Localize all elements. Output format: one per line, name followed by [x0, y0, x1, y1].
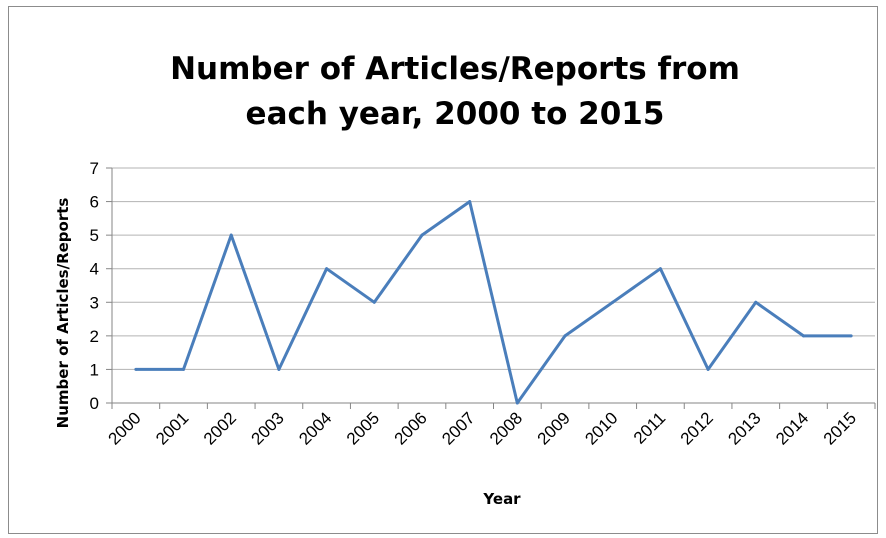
y-tick-labels: 0 1 2 3 4 5 6 7 [90, 159, 99, 413]
chart-title-line-2: each year, 2000 to 2015 [246, 96, 665, 132]
x-tick-label: 2006 [391, 408, 431, 448]
data-point [182, 367, 186, 371]
series-line-path [135, 200, 852, 405]
x-tick-label: 2010 [581, 408, 621, 448]
y-tick-label: 5 [90, 226, 99, 245]
x-axis-label: Year [482, 490, 521, 508]
x-tick-label: 2013 [724, 408, 764, 448]
data-point [706, 367, 710, 371]
x-tick-label: 2003 [248, 408, 288, 448]
x-tick-label: 2015 [820, 408, 860, 448]
data-point [372, 300, 376, 304]
data-point [849, 334, 853, 338]
x-tick-label: 2002 [200, 408, 240, 448]
x-tick-label: 2005 [343, 408, 383, 448]
y-axis-label: Number of Articles/Reports [54, 198, 72, 429]
data-point [754, 300, 758, 304]
data-point [563, 334, 567, 338]
x-tick-label: 2008 [486, 408, 526, 448]
y-tick-label: 7 [90, 159, 99, 178]
data-point [325, 267, 329, 271]
gridlines [106, 167, 876, 409]
y-tick-label: 0 [90, 394, 99, 413]
data-point [134, 367, 138, 371]
y-tick-label: 2 [90, 327, 99, 346]
y-tick-label: 1 [90, 360, 99, 379]
y-tick-label: 4 [90, 260, 99, 279]
x-tick-label: 2012 [677, 408, 717, 448]
x-tick-label: 2000 [104, 408, 144, 448]
data-point [801, 334, 805, 338]
x-tick-label: 2009 [534, 408, 574, 448]
data-point [468, 200, 472, 204]
data-point [515, 401, 519, 405]
line-chart: Number of Articles/Reports from each yea… [54, 51, 876, 508]
data-point [611, 300, 615, 304]
y-tick-label: 6 [90, 193, 99, 212]
x-tick-label: 2007 [438, 408, 478, 448]
chart-frame: Number of Articles/Reports from each yea… [8, 6, 878, 534]
data-point [229, 233, 233, 237]
x-tick-labels: 2000 2001 2002 2003 2004 2005 2006 2007 2008 2009… [104, 408, 859, 448]
y-tick-label: 3 [90, 293, 99, 312]
data-point [658, 267, 662, 271]
x-tick-label: 2001 [152, 408, 192, 448]
data-point [277, 367, 281, 371]
x-tick-label: 2014 [772, 408, 812, 448]
x-tick-label: 2004 [295, 408, 335, 448]
series-line [134, 200, 853, 405]
chart-title-line-1: Number of Articles/Reports from [170, 51, 740, 87]
x-tick-label: 2011 [630, 408, 669, 447]
data-point [420, 233, 424, 237]
